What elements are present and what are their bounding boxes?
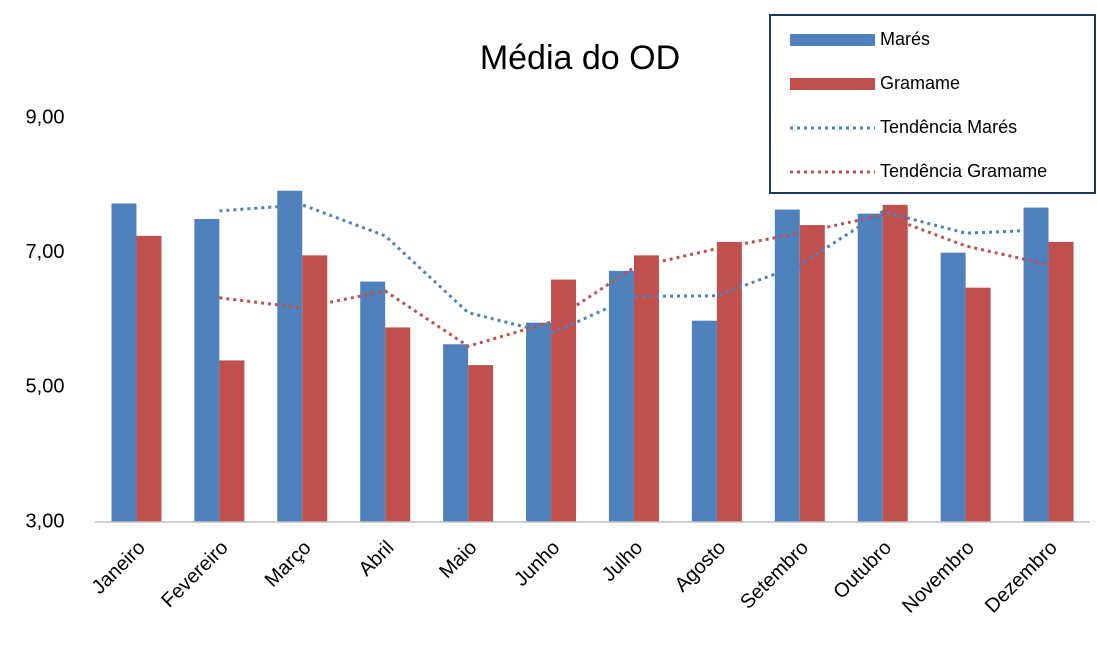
x-tick-label: Novembro xyxy=(898,537,979,618)
bar xyxy=(385,327,411,522)
bar xyxy=(633,255,659,523)
bar xyxy=(774,209,800,522)
legend-label: Tendência Gramame xyxy=(880,161,1047,181)
bar xyxy=(882,204,908,523)
legend-label: Gramame xyxy=(880,73,960,93)
x-tick-label: Julho xyxy=(598,537,647,586)
bar xyxy=(857,213,883,522)
y-tick-label: 3,00 xyxy=(26,510,65,532)
legend-swatch xyxy=(790,78,875,90)
bar xyxy=(716,241,742,523)
y-tick-label: 9,00 xyxy=(26,106,65,128)
x-tick-label: Abril xyxy=(355,537,399,581)
bar xyxy=(940,252,966,522)
bar xyxy=(551,279,577,522)
bar xyxy=(526,322,552,522)
y-tick-label: 7,00 xyxy=(26,241,65,263)
x-tick-label: Dezembro xyxy=(981,537,1062,618)
bar xyxy=(302,255,328,523)
x-tick-label: Janeiro xyxy=(88,537,150,599)
bar xyxy=(608,270,634,522)
trend-line xyxy=(219,203,1049,336)
x-tick-label: Agosto xyxy=(671,537,731,597)
bar xyxy=(965,287,991,522)
bar xyxy=(1048,241,1074,523)
legend: Marés Gramame Tendência Marés Tendência Gra… xyxy=(769,14,1096,194)
bar xyxy=(194,219,220,522)
bar xyxy=(219,360,245,522)
x-tick-label: Maio xyxy=(435,537,481,583)
legend-label: Tendência Marés xyxy=(880,117,1017,137)
legend-label: Marés xyxy=(880,29,930,49)
x-tick-label: Março xyxy=(261,537,316,592)
bar xyxy=(360,281,386,522)
trend-line xyxy=(219,213,1049,348)
x-tick-label: Junho xyxy=(510,537,564,591)
chart-title: Média do OD xyxy=(480,39,680,77)
y-tick-label: 5,00 xyxy=(26,376,65,398)
bar xyxy=(1023,207,1049,522)
bar xyxy=(691,320,717,522)
bar xyxy=(277,190,303,522)
x-tick-label: Fevereiro xyxy=(157,537,232,612)
x-tick-label: Setembro xyxy=(736,537,813,614)
bar xyxy=(443,344,469,522)
bar xyxy=(799,225,825,522)
bar xyxy=(111,203,137,522)
bar xyxy=(136,235,162,523)
x-tick-label: Outubro xyxy=(829,537,896,604)
bar xyxy=(468,365,494,522)
legend-swatch xyxy=(790,34,875,46)
